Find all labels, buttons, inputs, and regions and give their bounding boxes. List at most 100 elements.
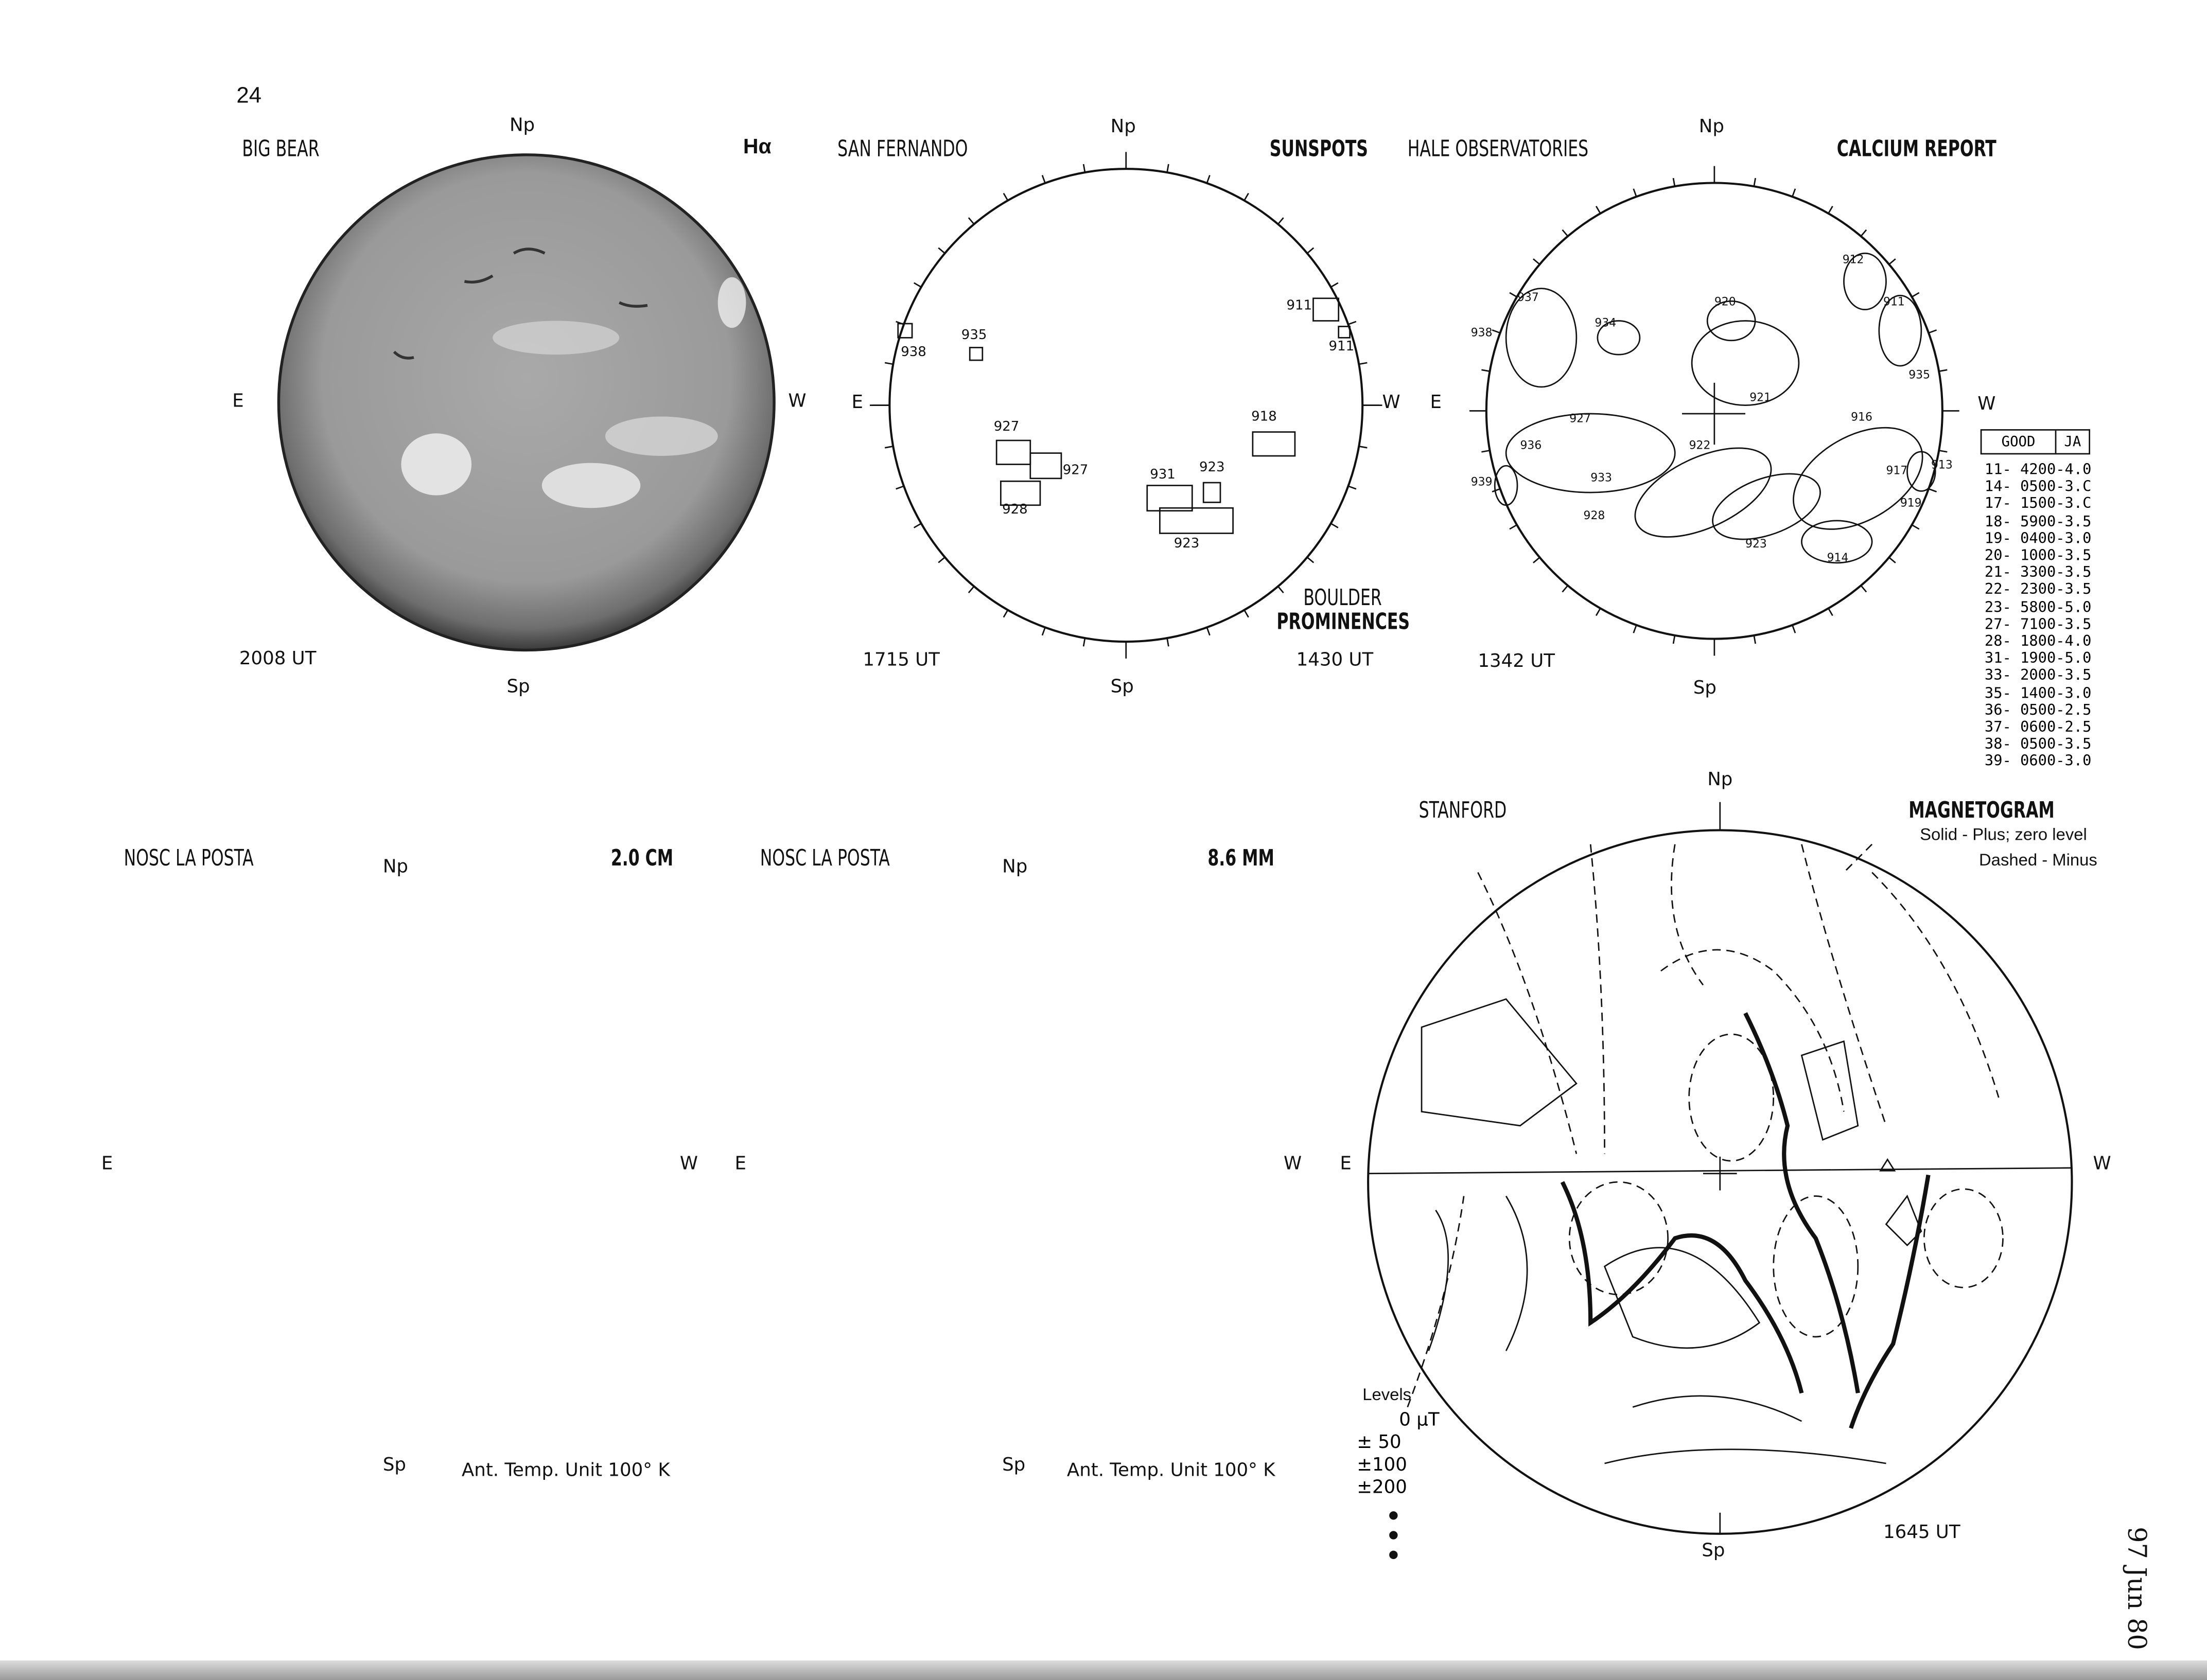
- region-number: 918: [1251, 409, 1277, 425]
- region-number: 911: [1883, 295, 1905, 308]
- table-row: 33- 2000-3.5: [1984, 667, 2092, 685]
- table-row: 36- 0500-2.5: [1984, 702, 2092, 719]
- region-number: 928: [1002, 502, 1028, 518]
- lp1-south: Sp: [382, 1455, 407, 1476]
- sf-east: E: [851, 392, 863, 414]
- bb-west: W: [788, 391, 807, 413]
- region-number: 931: [1150, 467, 1176, 483]
- table-row: 37- 0600-2.5: [1984, 719, 2092, 736]
- region-number: 938: [1470, 326, 1493, 340]
- sf-north: Np: [1110, 116, 1136, 138]
- legend-dashed: Dashed - Minus: [1978, 850, 2097, 870]
- lp2-west: W: [1284, 1154, 1302, 1175]
- region-number: 934: [1595, 316, 1617, 329]
- table-row: 17- 1500-3.C: [1984, 496, 2092, 513]
- lp2-unit: Ant. Temp. Unit 100° K: [1066, 1460, 1275, 1482]
- region-number: 928: [1583, 509, 1605, 522]
- region-number: 916: [1851, 411, 1872, 424]
- sunspot-disk: [870, 152, 1382, 659]
- levels-title: Levels: [1362, 1384, 1412, 1405]
- lp2-south: Sp: [1002, 1455, 1026, 1476]
- ca-east: E: [1430, 392, 1442, 414]
- table-row: 20- 1000-3.5: [1984, 547, 2092, 564]
- magnetogram-label: MAGNETOGRAM: [1908, 796, 2055, 823]
- lp1-west: W: [679, 1154, 698, 1175]
- bb-south: Sp: [506, 677, 530, 698]
- ca-north: Np: [1698, 116, 1724, 138]
- region-number: 922: [1689, 439, 1711, 452]
- table-row: 23- 5800-5.0: [1984, 598, 2092, 616]
- mg-east: E: [1340, 1154, 1352, 1175]
- region-number: 923: [1173, 536, 1200, 552]
- level-entry: ± 50: [1357, 1432, 1402, 1454]
- halpha-label: Hα: [743, 135, 772, 160]
- lp1-unit: Ant. Temp. Unit 100° K: [461, 1460, 670, 1482]
- stanford-title: STANFORD: [1418, 796, 1507, 823]
- mg-west: W: [2093, 1154, 2111, 1175]
- mg-south: Sp: [1702, 1541, 1725, 1562]
- table-row: 19- 0400-3.0: [1984, 530, 2092, 547]
- table-row: 14- 0500-3.C: [1984, 479, 2092, 496]
- mg-north: Np: [1707, 769, 1733, 791]
- la-posta-1-title: NOSC LA POSTA: [124, 844, 254, 871]
- table-header-ja: JA: [2064, 434, 2081, 450]
- legend-solid: Solid - Plus; zero level: [1920, 824, 2087, 844]
- region-number: 913: [1931, 458, 1953, 472]
- table-header-good: GOOD: [1982, 430, 2057, 453]
- table-row: 27- 7100-3.5: [1984, 616, 2092, 633]
- bb-north: Np: [509, 115, 535, 137]
- region-number: 933: [1590, 471, 1613, 484]
- sf-west: W: [1382, 392, 1400, 414]
- calcium-disk: [1469, 166, 1959, 656]
- region-number: 914: [1827, 552, 1849, 564]
- level-entry: ±200: [1357, 1477, 1407, 1499]
- table-row: 18- 5900-3.5: [1984, 513, 2092, 530]
- lp1-east: E: [101, 1154, 113, 1175]
- boulder-title: BOULDER: [1303, 583, 1382, 611]
- boulder-time: 1430 UT: [1296, 650, 1374, 671]
- region-number: 936: [1520, 439, 1542, 452]
- big-bear-title: BIG BEAR: [242, 135, 320, 162]
- region-number: 921: [1749, 391, 1772, 404]
- ca-west: W: [1977, 394, 1996, 415]
- region-number: 912: [1842, 253, 1864, 266]
- region-number: 911: [1286, 298, 1312, 314]
- region-number: 937: [1517, 291, 1539, 304]
- lp2-east: E: [734, 1154, 746, 1175]
- mg-time: 1645 UT: [1883, 1522, 1960, 1544]
- footer-date: 97 Jun 80: [2121, 1527, 2151, 1650]
- region-number: 927: [993, 419, 1020, 435]
- table-row: 22- 2300-3.5: [1984, 581, 2092, 599]
- scan-edge: [0, 1660, 2207, 1680]
- region-number: 935: [961, 328, 987, 344]
- region-number: 927: [1569, 412, 1591, 425]
- page-number: 24: [236, 84, 262, 109]
- calcium-report-label: CALCIUM REPORT: [1836, 135, 1996, 162]
- region-number: 919: [1900, 497, 1922, 509]
- region-number: 927: [1062, 463, 1089, 479]
- prominences-label: PROMINENCES: [1276, 608, 1410, 635]
- la-posta-2-title: NOSC LA POSTA: [760, 844, 890, 871]
- level-entry: ±100: [1357, 1455, 1407, 1476]
- bb-east: E: [232, 391, 244, 413]
- table-row: 38- 0500-3.5: [1984, 736, 2092, 753]
- halpha-disk-image: [277, 153, 776, 652]
- region-number: 938: [901, 345, 926, 361]
- la-posta-2-band: 8.6 MM: [1207, 844, 1274, 871]
- region-number: 939: [1470, 475, 1493, 488]
- table-row: 31- 1900-5.0: [1984, 650, 2092, 667]
- san-fernando-title: SAN FERNANDO: [837, 135, 968, 162]
- region-number: 923: [1199, 460, 1225, 476]
- region-number: 935: [1908, 368, 1931, 382]
- region-number: 923: [1745, 537, 1767, 551]
- table-row: 11- 4200-4.0: [1984, 461, 2092, 479]
- table-row: 28- 1800-4.0: [1984, 633, 2092, 650]
- ca-south: Sp: [1693, 678, 1717, 700]
- sf-time: 1715 UT: [863, 650, 940, 671]
- table-row: 21- 3300-3.5: [1984, 564, 2092, 582]
- la-posta-1-band: 2.0 CM: [610, 844, 674, 871]
- hale-title: HALE OBSERVATORIES: [1407, 135, 1589, 162]
- region-number: 917: [1886, 464, 1908, 478]
- level-entry: 0 μT: [1399, 1410, 1440, 1431]
